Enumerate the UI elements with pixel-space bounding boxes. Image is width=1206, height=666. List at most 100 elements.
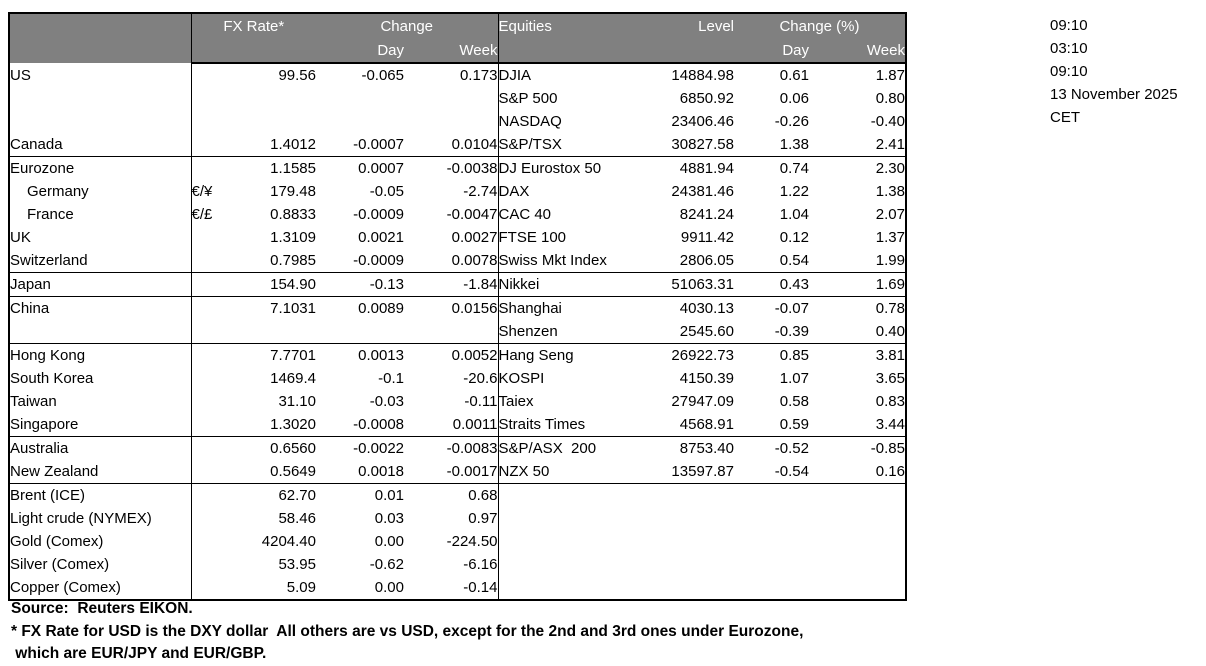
equity-change-week bbox=[809, 507, 906, 530]
fx-change-week: -2.74 bbox=[463, 183, 498, 200]
equity-level: 24381.46 bbox=[671, 183, 734, 200]
fx-pair-symbol bbox=[190, 576, 230, 600]
equity-change-day: -0.26 bbox=[774, 113, 809, 130]
fx-pair-symbol bbox=[190, 507, 230, 530]
fx-pair-symbol bbox=[190, 343, 230, 367]
equity-level: 23406.46 bbox=[671, 113, 734, 130]
equity-change-week: 0.16 bbox=[875, 463, 905, 480]
table-row: Gold (Comex) 4204.40 0.00 -224.50 bbox=[9, 530, 906, 553]
equity-label: Taiex bbox=[497, 390, 641, 413]
table-row: Japan 154.90 -0.13 -1.84 Nikkei 51063.31 0.43 1… bbox=[9, 272, 906, 297]
equity-level bbox=[641, 507, 734, 530]
equity-change-day: 0.61 bbox=[779, 67, 809, 84]
fx-change-day: -0.03 bbox=[369, 393, 404, 410]
equity-level: 4568.91 bbox=[679, 416, 734, 433]
equity-change-week: 0.83 bbox=[875, 393, 905, 410]
fx-pair-symbol bbox=[190, 413, 230, 437]
date-line: 13 November 2025 bbox=[1050, 86, 1178, 103]
fx-label bbox=[9, 110, 191, 133]
equity-level: 2806.05 bbox=[679, 252, 734, 269]
equity-change-week: -0.40 bbox=[870, 113, 905, 130]
table-row: New Zealand 0.5649 0.0018 -0.0017 NZX 50 1359… bbox=[9, 460, 906, 484]
table-row: S&P 500 6850.92 0.06 0.80 bbox=[9, 87, 906, 110]
equity-level: 4150.39 bbox=[679, 370, 734, 387]
timestamp-line-1: 09:10 bbox=[1050, 17, 1088, 34]
equity-label bbox=[497, 576, 641, 600]
fx-label: Singapore bbox=[10, 416, 79, 433]
fx-change-day bbox=[316, 87, 404, 110]
fx-rate-value: 154.90 bbox=[230, 272, 316, 297]
equity-change-week bbox=[809, 553, 906, 576]
fx-label: Hong Kong bbox=[9, 343, 191, 367]
equity-change-week: 3.44 bbox=[875, 416, 905, 433]
fx-change-day: 0.0018 bbox=[358, 463, 404, 480]
equity-label: CAC 40 bbox=[497, 203, 641, 226]
equities-week-subheader: Week bbox=[809, 40, 906, 64]
fx-pair-symbol bbox=[190, 249, 230, 273]
fx-rate-value: 7.1031 bbox=[230, 296, 316, 320]
fx-rate-value: 62.70 bbox=[230, 483, 316, 507]
table-row: Hong Kong 7.7701 0.0013 0.0052 Hang Seng 2692… bbox=[9, 343, 906, 367]
fx-change-week bbox=[404, 320, 498, 344]
equity-level: 9911.42 bbox=[680, 229, 734, 246]
fx-label: Switzerland bbox=[10, 252, 88, 269]
fx-pair-symbol bbox=[190, 320, 230, 344]
fx-note-line-1: * FX Rate for USD is the DXY dollar All … bbox=[11, 622, 804, 640]
equity-change-week bbox=[809, 530, 906, 553]
fx-change-day bbox=[316, 320, 404, 344]
fx-change-day bbox=[316, 110, 404, 133]
fx-change-day: -0.0007 bbox=[353, 136, 404, 153]
equity-change-day: 1.04 bbox=[779, 206, 809, 223]
fx-pair-symbol bbox=[190, 156, 230, 180]
fx-rate-value: 1.3020 bbox=[270, 416, 316, 433]
corner-header-cell bbox=[9, 13, 191, 63]
equity-label: Shanghai bbox=[497, 296, 641, 320]
equity-label: FTSE 100 bbox=[497, 226, 641, 249]
equity-label bbox=[497, 507, 641, 530]
equity-change-week: 2.41 bbox=[875, 136, 905, 153]
fx-change-week: 0.0156 bbox=[404, 296, 498, 320]
equity-change-day: 0.74 bbox=[734, 156, 809, 180]
equity-level: 27947.09 bbox=[671, 393, 734, 410]
equity-level: 4881.94 bbox=[641, 156, 734, 180]
source-note: Source: Reuters EIKON. bbox=[11, 600, 193, 617]
fx-change-week: 0.0052 bbox=[404, 343, 498, 367]
table-row: Silver (Comex) 53.95 -0.62 -6.16 bbox=[9, 553, 906, 576]
table-row: Eurozone 1.1585 0.0007 -0.0038 DJ Eurostox 5… bbox=[9, 156, 906, 180]
fx-label: Australia bbox=[9, 436, 191, 460]
equity-level: 13597.87 bbox=[671, 463, 734, 480]
fx-rate-subheader-empty bbox=[190, 40, 316, 64]
equity-change-week: 0.78 bbox=[809, 296, 906, 320]
equity-label: Straits Times bbox=[497, 413, 641, 437]
equity-change-week: 0.80 bbox=[875, 90, 905, 107]
equity-change-week: 1.99 bbox=[875, 252, 905, 269]
fx-label: Canada bbox=[10, 136, 63, 153]
equity-label: Swiss Mkt Index bbox=[497, 249, 641, 273]
timezone-label: CET bbox=[1050, 109, 1080, 126]
table-row: NASDAQ 23406.46 -0.26 -0.40 bbox=[9, 110, 906, 133]
fx-change-week: -0.0047 bbox=[446, 206, 498, 223]
table-row: US 99.56 -0.065 0.173 DJIA 14884.98 0.61 1.87 bbox=[9, 63, 906, 87]
equity-level: 2545.60 bbox=[679, 323, 734, 340]
equity-change-week: 1.87 bbox=[875, 67, 905, 84]
fx-pair-symbol bbox=[190, 296, 230, 320]
equity-change-day: -0.52 bbox=[734, 436, 809, 460]
equity-change-day: 0.12 bbox=[779, 229, 809, 246]
equity-change-week: 1.38 bbox=[875, 183, 905, 200]
equity-label: Nikkei bbox=[497, 272, 641, 297]
equity-level: 4030.13 bbox=[641, 296, 734, 320]
fx-change-week: -6.16 bbox=[463, 556, 498, 573]
fx-change-day: 0.01 bbox=[316, 483, 404, 507]
fx-pair-symbol bbox=[190, 436, 230, 460]
fx-change-week: -0.0038 bbox=[404, 156, 498, 180]
fx-pair-symbol: €/£ bbox=[190, 203, 230, 226]
fx-change-day: 0.0089 bbox=[316, 296, 404, 320]
fx-change-week: -1.84 bbox=[404, 272, 498, 297]
equity-change-day: 1.22 bbox=[779, 183, 809, 200]
fx-day-subheader: Day bbox=[316, 40, 404, 64]
fx-rate-value: 0.8833 bbox=[270, 206, 316, 223]
equity-change-day: 1.38 bbox=[779, 136, 809, 153]
fx-change-week: -0.0017 bbox=[446, 463, 498, 480]
fx-pair-symbol bbox=[190, 133, 230, 157]
